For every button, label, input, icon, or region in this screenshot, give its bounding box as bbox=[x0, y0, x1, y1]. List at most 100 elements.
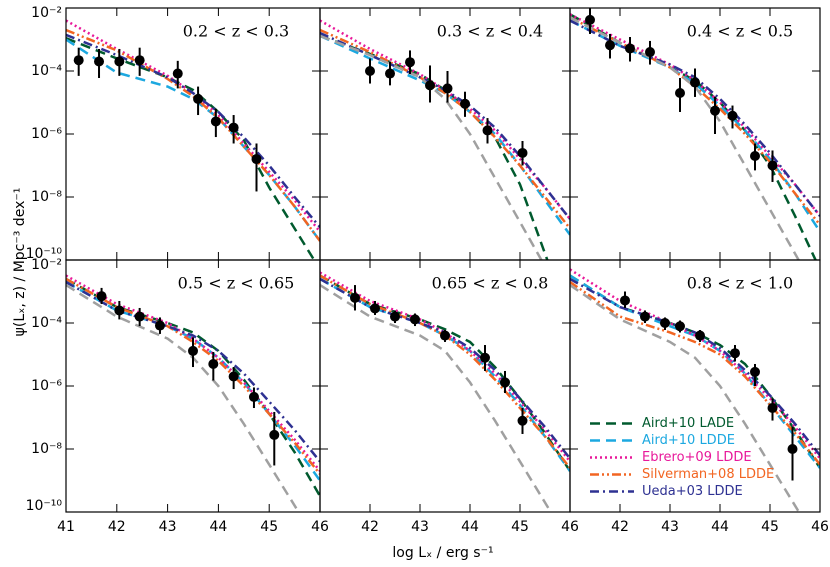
x-tick-label: 44 bbox=[209, 519, 227, 535]
y-axis-label: ψ(Lₓ, z) / Mpc⁻³ dex⁻¹ bbox=[12, 188, 28, 337]
data-point bbox=[750, 151, 760, 162]
data-point bbox=[172, 68, 183, 79]
data-point bbox=[390, 311, 400, 322]
data-point bbox=[675, 88, 685, 99]
data-point bbox=[94, 56, 105, 67]
model-line bbox=[320, 274, 570, 469]
data-point bbox=[727, 110, 738, 121]
model-line bbox=[66, 280, 320, 482]
data-point bbox=[228, 371, 239, 382]
y-tick-label: 10⁻⁸ bbox=[31, 441, 62, 457]
legend-label: Silverman+08 LDDE bbox=[642, 467, 774, 482]
data-point bbox=[210, 116, 221, 127]
data-point bbox=[248, 391, 259, 402]
data-point bbox=[585, 14, 595, 25]
panel-title: 0.8 < z < 1.0 bbox=[687, 274, 793, 293]
x-tick-label: 45 bbox=[761, 519, 779, 535]
y-tick-label: 10⁻² bbox=[31, 5, 62, 21]
model-line bbox=[66, 28, 320, 242]
data-point bbox=[695, 330, 705, 341]
data-point bbox=[134, 311, 145, 322]
plot-area bbox=[570, 268, 820, 512]
panel-title: 0.2 < z < 0.3 bbox=[183, 22, 289, 41]
model-line bbox=[66, 284, 301, 512]
x-tick-label: 46 bbox=[561, 519, 579, 535]
data-point bbox=[385, 68, 395, 79]
y-tick-label: 10⁻⁴ bbox=[31, 315, 62, 331]
model-line bbox=[320, 271, 570, 463]
data-point bbox=[269, 429, 280, 440]
x-tick-label: 43 bbox=[411, 519, 429, 535]
model-line bbox=[320, 28, 570, 230]
x-tick-label: 41 bbox=[57, 519, 75, 535]
panel-frame bbox=[65, 7, 321, 261]
panel-title: 0.4 < z < 0.5 bbox=[687, 22, 793, 41]
legend-label: Ueda+03 LDDE bbox=[642, 484, 743, 499]
plot-area bbox=[66, 274, 320, 512]
model-line bbox=[66, 274, 320, 472]
model-line bbox=[66, 277, 320, 475]
model-line bbox=[570, 280, 820, 466]
data-point bbox=[410, 314, 420, 325]
panel-title: 0.5 < z < 0.65 bbox=[178, 274, 295, 293]
plot-area bbox=[320, 271, 570, 512]
model-line bbox=[570, 19, 820, 217]
x-tick-label: 45 bbox=[511, 519, 529, 535]
x-tick-label: 45 bbox=[260, 519, 278, 535]
y-tick-label: 10⁻⁸ bbox=[31, 189, 62, 205]
data-point bbox=[660, 318, 670, 328]
data-point bbox=[73, 55, 84, 66]
y-tick-label: 10⁻⁶ bbox=[31, 126, 62, 142]
model-line bbox=[66, 38, 320, 242]
data-point bbox=[114, 305, 125, 316]
data-point bbox=[365, 66, 375, 76]
data-point bbox=[370, 303, 380, 314]
data-point bbox=[605, 40, 615, 51]
model-line bbox=[570, 284, 801, 512]
plot-area bbox=[320, 19, 570, 260]
x-tick-label: 44 bbox=[461, 519, 479, 535]
data-point bbox=[251, 154, 262, 165]
model-line bbox=[66, 277, 320, 497]
model-line bbox=[320, 277, 570, 460]
model-line bbox=[320, 274, 570, 472]
data-point bbox=[405, 57, 415, 68]
legend-label: Aird+10 LDDE bbox=[642, 433, 735, 448]
data-point bbox=[482, 125, 493, 136]
model-line bbox=[66, 19, 320, 233]
model-line bbox=[570, 19, 820, 233]
panel-title: 0.3 < z < 0.4 bbox=[437, 22, 543, 41]
data-point bbox=[208, 358, 219, 369]
legend-label: Aird+10 LADE bbox=[642, 416, 734, 431]
x-tick-label: 46 bbox=[311, 519, 329, 535]
x-tick-label: 42 bbox=[611, 519, 629, 535]
plot-area bbox=[570, 8, 820, 260]
x-tick-label: 42 bbox=[361, 519, 379, 535]
model-line bbox=[320, 34, 543, 260]
data-point bbox=[480, 352, 490, 363]
y-tick-label: 10⁻² bbox=[31, 257, 62, 273]
data-point bbox=[517, 415, 528, 426]
data-point bbox=[154, 320, 165, 331]
data-point bbox=[500, 377, 510, 388]
data-point bbox=[767, 403, 778, 414]
x-tick-label: 44 bbox=[711, 519, 729, 535]
data-point bbox=[750, 366, 760, 377]
data-point bbox=[517, 147, 528, 158]
data-point bbox=[350, 292, 360, 303]
data-point bbox=[767, 160, 778, 171]
panel-title: 0.65 < z < 0.8 bbox=[432, 274, 549, 293]
data-point bbox=[675, 321, 685, 332]
model-line bbox=[320, 284, 553, 512]
x-tick-label: 42 bbox=[108, 519, 126, 535]
data-point bbox=[460, 98, 470, 109]
data-point bbox=[442, 83, 453, 94]
model-line bbox=[570, 268, 820, 460]
data-point bbox=[787, 444, 798, 454]
plot-area bbox=[66, 19, 320, 260]
y-tick-label: 10⁻¹⁰ bbox=[26, 498, 63, 514]
model-line bbox=[320, 31, 570, 220]
data-point bbox=[193, 93, 204, 104]
data-point bbox=[440, 330, 450, 341]
model-line bbox=[320, 34, 570, 236]
